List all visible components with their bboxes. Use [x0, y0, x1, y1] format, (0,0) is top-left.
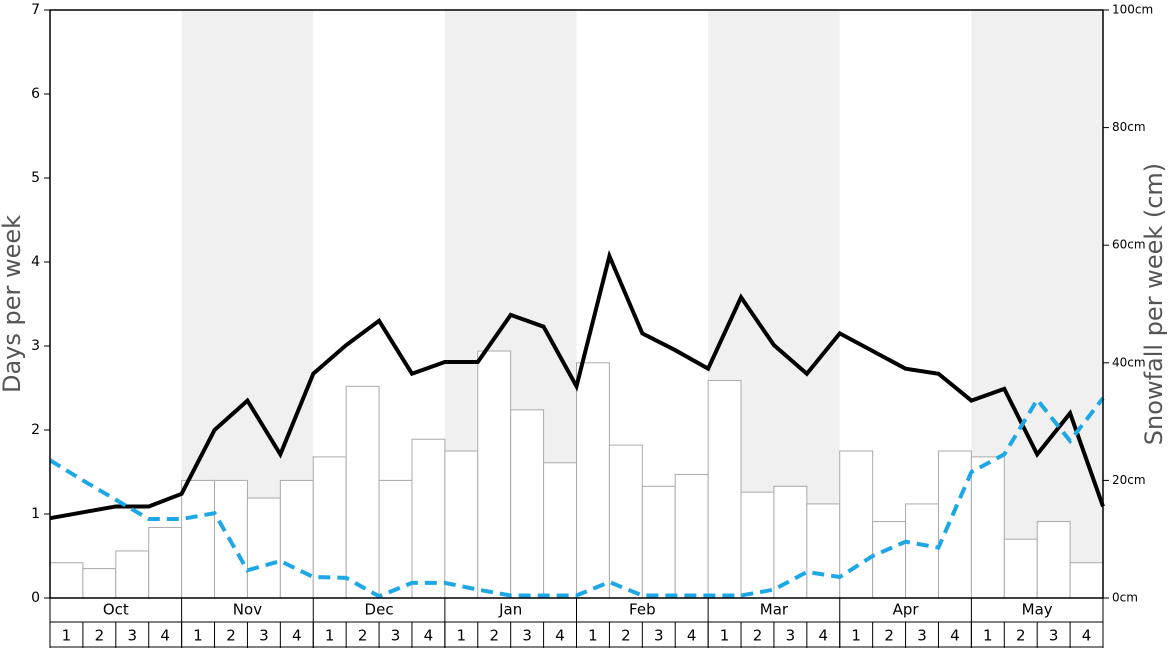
- bar: [937, 450, 972, 599]
- x-tick-label: 1: [457, 627, 467, 645]
- x-tick-label: 2: [489, 627, 499, 645]
- x-tick-label: 4: [555, 627, 565, 645]
- x-tick-label: 4: [160, 627, 170, 645]
- bar: [49, 562, 84, 599]
- x-tick-label: 1: [193, 627, 203, 645]
- month-label: May: [1022, 601, 1053, 619]
- y-tick-label: 1: [31, 506, 40, 522]
- y2-axis-label: Snowfall per week (cm): [1140, 163, 1168, 445]
- bar: [806, 503, 841, 599]
- bar: [543, 462, 577, 599]
- bar: [246, 497, 281, 599]
- x-tick-label: 4: [687, 627, 697, 645]
- bar: [970, 456, 1005, 599]
- x-tick-label: 2: [1016, 627, 1026, 645]
- y-tick-label: 7: [31, 2, 40, 18]
- bar: [773, 485, 808, 599]
- month-label: Dec: [365, 601, 394, 619]
- bar: [740, 491, 775, 599]
- y2-tick-label: 40cm: [1112, 355, 1146, 369]
- x-tick-label: 3: [654, 627, 664, 645]
- x-tick-label: 4: [950, 627, 960, 645]
- x-tick-label: 3: [1049, 627, 1059, 645]
- x-tick-label: 1: [325, 627, 335, 645]
- bar: [1036, 521, 1071, 599]
- bar: [707, 379, 742, 599]
- x-tick-label: 1: [720, 627, 730, 645]
- y2-tick-label: 60cm: [1112, 238, 1146, 252]
- month-label: Apr: [893, 601, 920, 619]
- month-label: Jan: [498, 601, 522, 619]
- y2-tick-label: 0cm: [1112, 591, 1138, 605]
- x-tick-label: 2: [621, 627, 631, 645]
- month-label: Oct: [103, 601, 129, 619]
- bar: [181, 479, 216, 599]
- bar: [82, 568, 117, 599]
- x-tick-label: 4: [292, 627, 302, 645]
- bar: [1069, 562, 1104, 599]
- bar: [872, 521, 907, 599]
- x-tick-label: 4: [819, 627, 829, 645]
- bar: [576, 362, 610, 599]
- month-label: Nov: [233, 601, 262, 619]
- x-tick-label: 1: [588, 627, 598, 645]
- x-tick-label: 4: [1082, 627, 1092, 645]
- x-tick-label: 3: [522, 627, 532, 645]
- bar: [839, 450, 874, 599]
- bar: [148, 526, 183, 599]
- x-tick-label: 1: [851, 627, 861, 645]
- y-tick-label: 3: [31, 338, 40, 354]
- y-axis-label: Days per week: [0, 215, 26, 393]
- bar: [345, 385, 380, 599]
- bar: [1003, 538, 1038, 599]
- x-tick-label: 3: [786, 627, 796, 645]
- y-tick-label: 5: [31, 170, 40, 186]
- bar: [444, 450, 479, 599]
- bar: [378, 479, 413, 599]
- bar: [312, 456, 347, 599]
- x-tick-label: 2: [884, 627, 894, 645]
- x-tick-label: 1: [62, 627, 72, 645]
- bar: [674, 474, 709, 599]
- y-tick-label: 2: [31, 422, 40, 438]
- bar: [905, 503, 939, 599]
- y-tick-label: 0: [31, 590, 40, 606]
- x-tick-label: 3: [127, 627, 137, 645]
- y2-tick-label: 100cm: [1112, 3, 1153, 17]
- bar: [279, 479, 314, 599]
- y2-tick-label: 80cm: [1112, 120, 1146, 134]
- x-tick-label: 2: [226, 627, 236, 645]
- x-tick-label: 2: [95, 627, 105, 645]
- x-tick-label: 4: [424, 627, 434, 645]
- month-label: Feb: [629, 601, 656, 619]
- y-tick-label: 4: [31, 254, 40, 270]
- bar: [510, 409, 545, 599]
- x-tick-label: 2: [358, 627, 368, 645]
- y2-tick-label: 20cm: [1112, 473, 1146, 487]
- bar: [641, 485, 676, 599]
- x-tick-label: 3: [259, 627, 269, 645]
- bar: [115, 550, 150, 599]
- line: [48, 396, 1105, 599]
- x-tick-label: 3: [917, 627, 927, 645]
- x-tick-label: 1: [983, 627, 993, 645]
- bar: [411, 438, 446, 599]
- bar: [477, 350, 512, 599]
- line: [49, 249, 1105, 521]
- month-label: Mar: [760, 601, 789, 619]
- bar: [608, 444, 643, 599]
- x-tick-label: 2: [753, 627, 763, 645]
- x-tick-label: 3: [391, 627, 401, 645]
- y-tick-label: 6: [31, 86, 40, 102]
